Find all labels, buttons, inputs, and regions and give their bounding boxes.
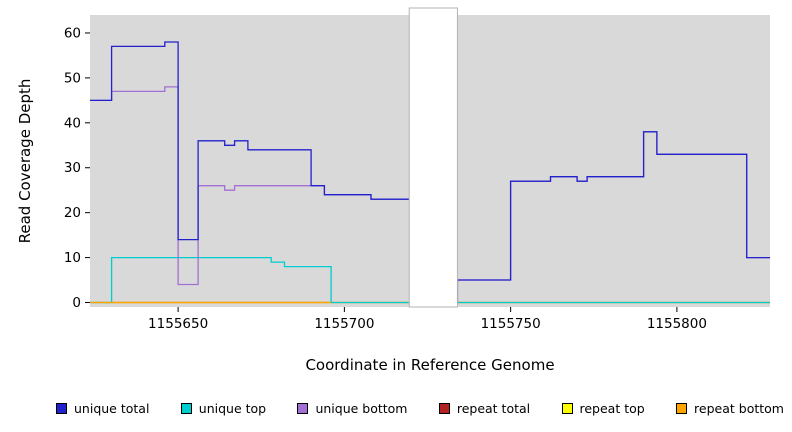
legend-item-repeat-bottom: repeat bottom: [676, 401, 784, 416]
legend-item-repeat-total: repeat total: [438, 400, 531, 416]
legend-label-repeat-bottom: repeat bottom: [694, 400, 784, 416]
legend-swatch-unique-top: [180, 402, 192, 414]
y-tick-label: 50: [64, 70, 81, 86]
legend-swatch-repeat-top: [561, 402, 573, 414]
y-tick-label: 60: [64, 25, 81, 41]
legend-item-unique-top: unique top: [180, 400, 267, 416]
x-axis-title: Coordinate in Reference Genome: [305, 356, 555, 374]
legend-label-repeat-top: repeat top: [579, 400, 645, 416]
legend-item-unique-total: unique total: [56, 401, 149, 416]
y-tick-label: 20: [64, 205, 81, 221]
y-tick-label: 30: [64, 160, 81, 176]
plot-svg: 1155650 1155700 1155750 1155800 0 10 20 30 40 50 6…: [16, 7, 770, 332]
legend-swatch-unique-bottom: [297, 402, 309, 414]
coverage-chart: 1155650 1155700 1155750 1155800 0 10 20 30 40 50 6…: [16, 7, 770, 332]
x-tick-label: 1155800: [647, 316, 707, 332]
legend-label-unique-total: unique total: [74, 400, 150, 416]
y-tick-label: 0: [72, 295, 81, 311]
legend: unique total unique top unique bottom repea…: [56, 398, 784, 418]
y-tick-label: 10: [64, 250, 81, 266]
y-axis-title: Read Coverage Depth: [16, 79, 34, 244]
legend-swatch-repeat-total: [438, 402, 450, 414]
legend-swatch-unique-total: [56, 402, 67, 414]
x-tick-label: 1155700: [314, 316, 374, 332]
masked-region: [408, 7, 458, 308]
x-tick-label: 1155650: [148, 316, 208, 332]
series-unique-total: [90, 41, 770, 304]
y-tick-label: 40: [64, 115, 81, 131]
legend-label-unique-bottom: unique bottom: [315, 400, 408, 416]
legend-label-unique-top: unique top: [198, 400, 267, 416]
x-tick-label: 1155750: [481, 316, 541, 332]
legend-item-unique-bottom: unique bottom: [297, 400, 408, 416]
legend-swatch-repeat-bottom: [676, 402, 688, 414]
series-unique-top: [90, 256, 770, 304]
legend-label-repeat-total: repeat total: [456, 400, 531, 416]
legend-item-repeat-top: repeat top: [561, 400, 645, 416]
